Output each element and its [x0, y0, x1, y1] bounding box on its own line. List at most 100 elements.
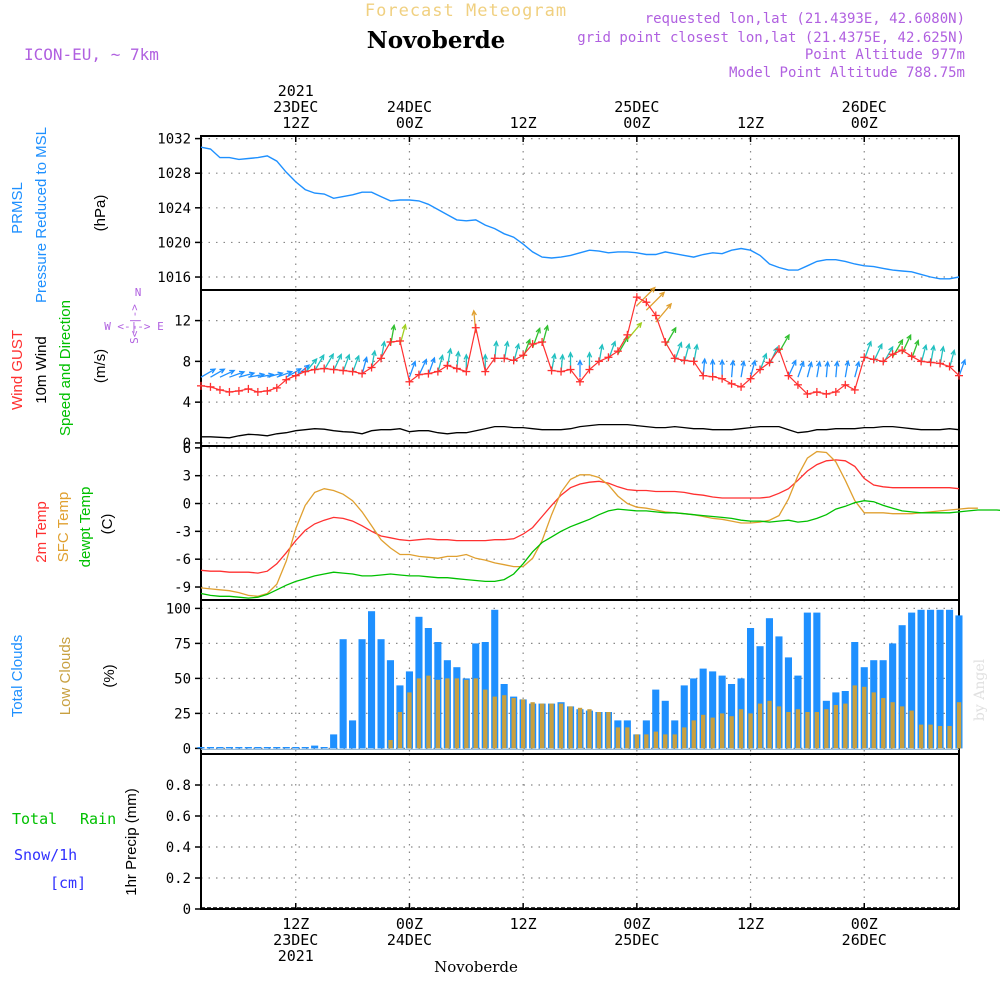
grid-point-coords: grid point closest lon,lat (21.4375E, 42…	[577, 30, 965, 46]
wind-arrow-head	[649, 286, 656, 293]
wind-arrow-head	[559, 353, 566, 360]
watermark: by Angel	[972, 658, 988, 721]
precipitation-ytick-label: 0	[183, 902, 191, 918]
wind-arrow	[399, 324, 407, 346]
low-cloud-bar	[909, 710, 914, 749]
total-cloud-bar	[263, 747, 271, 749]
wind-ytick-label: 4	[183, 395, 191, 411]
bottom-time-label: 00Z	[851, 915, 878, 933]
wind-arrow-head	[219, 368, 226, 374]
wind-arrow-head	[295, 368, 303, 374]
wind-arrow-head	[535, 326, 541, 334]
total-cloud-bar	[311, 745, 319, 749]
wind-arrow	[844, 361, 849, 378]
wind-arrow-head	[610, 340, 617, 347]
wind-arrow-head	[328, 352, 334, 360]
clouds-ylabel-unit: (%)	[101, 664, 118, 687]
wind-arrow-head	[303, 364, 311, 370]
wind-arrow	[210, 368, 225, 378]
low-cloud-bar	[852, 685, 857, 749]
temperature-ytick-label: 0	[183, 497, 191, 513]
wind-arrow	[418, 359, 427, 376]
point-altitude: Point Altitude 977m	[805, 47, 965, 63]
wind-arrow-head	[719, 358, 725, 365]
wind-arrow	[437, 355, 444, 373]
low-cloud-bar	[881, 698, 886, 749]
bottom-time-label: 00Z	[396, 915, 423, 933]
temperature-ytick-label: -3	[174, 524, 191, 540]
temp-ylabel-sfc: SFC Temp	[55, 492, 72, 563]
bottom-time-label: 26DEC	[842, 931, 887, 949]
wind-arrow	[304, 358, 318, 374]
low-cloud-bar	[795, 709, 801, 749]
wind-arrow	[730, 360, 734, 378]
top-time-label: 26DEC	[842, 98, 887, 116]
wind-arrow	[361, 357, 368, 375]
precip-rain-label: Rain	[80, 810, 116, 828]
pressure-ytick-label: 1032	[157, 132, 191, 148]
wind-ytick-label: 8	[183, 354, 191, 370]
total-cloud-bar	[936, 609, 944, 749]
wind-arrow	[655, 303, 672, 323]
low-cloud-bar	[454, 678, 459, 749]
total-cloud-bar	[349, 720, 357, 749]
wind-arrow	[645, 291, 665, 311]
top-time-label: 00Z	[623, 114, 650, 132]
total-cloud-bar	[709, 671, 717, 749]
low-cloud-bar	[682, 727, 687, 749]
wind-arrow-head	[816, 360, 822, 367]
low-cloud-bar	[720, 713, 725, 749]
wind-arrow-head	[598, 343, 605, 350]
wind-arrow	[740, 361, 745, 378]
total-cloud-bar	[282, 747, 290, 749]
total-cloud-bar	[765, 618, 773, 749]
wind-ylabel-speed-dir: Speed and Direction	[57, 300, 74, 436]
wind-arrow-head	[834, 360, 840, 367]
pressure-ylabel-desc: Pressure Reduced to MSL	[33, 127, 50, 303]
low-cloud-bar	[672, 734, 677, 749]
compass-we: W <-|-> E	[104, 320, 164, 333]
wind-arrow-head	[906, 333, 912, 341]
clouds-ytick-label: 75	[174, 636, 191, 652]
wind-arrow-head	[960, 358, 967, 366]
low-cloud-bar	[653, 731, 658, 749]
wind-arrow	[219, 369, 235, 378]
wind-arrow-head	[525, 338, 531, 345]
total-cloud-bar	[216, 747, 224, 749]
wind-arrow-head	[336, 353, 342, 360]
wind-arrow	[626, 322, 642, 340]
wind-arrow	[257, 373, 274, 378]
wind-arrow-head	[824, 360, 831, 367]
low-cloud-bar	[625, 727, 630, 749]
low-cloud-bar	[937, 726, 943, 749]
wind-arrow-head	[248, 371, 256, 377]
bottom-time-label: 2021	[278, 947, 314, 965]
plot-layer: 1016102010241028103204812-9-6-3036025507…	[157, 82, 1000, 965]
station-title: Novoberde	[367, 27, 506, 54]
low-cloud-bar	[596, 712, 602, 749]
clouds-ytick-label: 100	[166, 601, 191, 617]
wind-ytick-label: 0	[183, 436, 191, 452]
temperature-ytick-label: 3	[183, 469, 191, 485]
pressure-ytick-label: 1016	[157, 270, 191, 286]
top-time-label: 25DEC	[614, 98, 659, 116]
low-cloud-bar	[833, 705, 838, 749]
dewpt-line	[200, 500, 1000, 599]
top-time-label: 00Z	[851, 114, 878, 132]
precipitation-ytick-label: 0.6	[166, 809, 191, 825]
wind-ylabel-unit: (m/s)	[92, 349, 109, 383]
temp2m-line	[200, 459, 960, 574]
low-cloud-bar	[502, 695, 507, 749]
low-cloud-bar	[814, 712, 819, 749]
total-cloud-bar	[784, 657, 792, 749]
precipitation-ytick-label: 0.2	[166, 871, 191, 887]
wind-arrow	[816, 361, 821, 378]
top-time-label: 23DEC	[273, 98, 318, 116]
total-cloud-bar	[898, 625, 906, 749]
wind-ylabel-gust: Wind GUST	[9, 330, 26, 410]
low-cloud-bar	[738, 709, 744, 749]
wind-arrow-head	[950, 348, 956, 356]
top-time-label: 12Z	[282, 114, 309, 132]
wind-arrow	[797, 361, 805, 378]
wind-arrow-head	[877, 342, 883, 350]
